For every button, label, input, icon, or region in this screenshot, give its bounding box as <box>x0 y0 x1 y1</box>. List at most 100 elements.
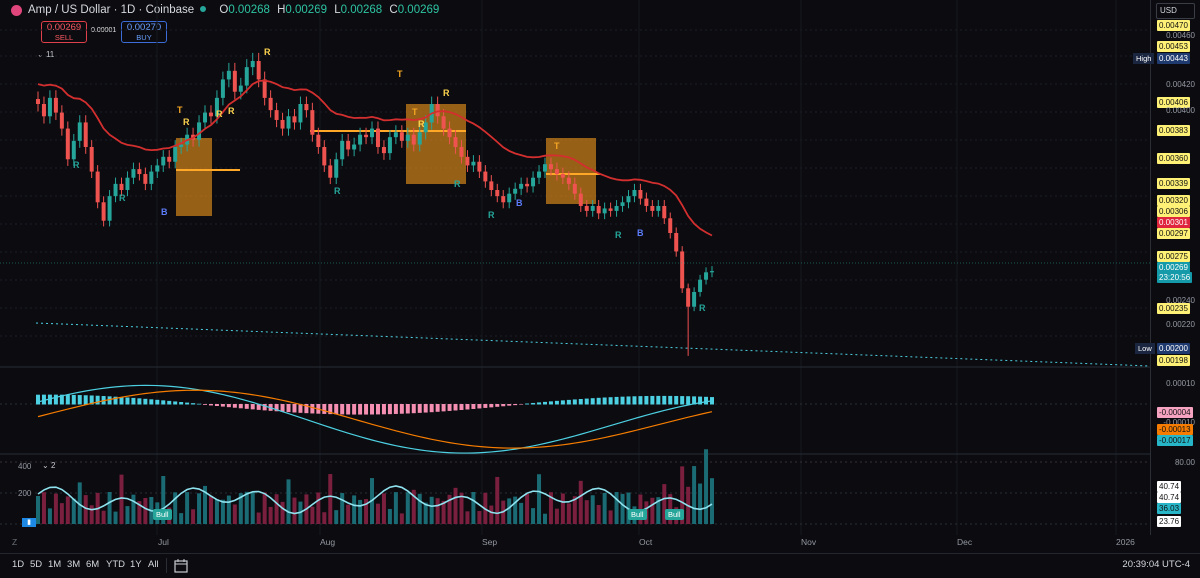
macd-histogram-bar <box>662 395 667 405</box>
volume-bar <box>465 511 470 524</box>
candle-body <box>340 140 345 160</box>
macd-histogram-bar <box>501 404 506 407</box>
symbol-name[interactable]: Amp / US Dollar · 1D · Coinbase <box>28 4 195 16</box>
ohlc-values: O0.00268 H0.00269 L0.00268 C0.00269 <box>215 4 439 16</box>
range-1d-button[interactable]: 1D <box>12 559 25 570</box>
candle-body <box>149 171 154 184</box>
macd-histogram-bar <box>572 399 577 405</box>
macd-histogram-bar <box>680 396 685 405</box>
time-label: Jul <box>158 537 169 547</box>
macd-histogram-bar <box>381 404 386 415</box>
candle-body <box>286 116 291 129</box>
price-tag: 0.00470 <box>1157 20 1190 31</box>
pane-indicator-toggle[interactable]: ⌄ 2 <box>42 461 55 470</box>
volume-bar <box>387 508 392 524</box>
candle-body <box>584 205 589 211</box>
bull-label: Bull <box>628 509 647 520</box>
macd-histogram-bar <box>179 402 184 405</box>
indicators-toggle[interactable]: ⌄ 11 <box>37 50 54 59</box>
moving-average-line <box>37 79 713 237</box>
range-ytd-button[interactable]: YTD <box>106 559 125 570</box>
chevron-down-icon: ⌄ <box>37 50 44 59</box>
candle-body <box>495 190 500 197</box>
range-6m-button[interactable]: 6M <box>86 559 100 570</box>
signal-b: B <box>161 207 168 217</box>
time-axis[interactable]: Z Jul Aug Sep Oct Nov Dec 2026 <box>0 534 1150 552</box>
volume-bar <box>316 492 321 524</box>
high-price-tag: 0.00443 <box>1157 53 1190 64</box>
macd-histogram-bar <box>686 396 691 405</box>
macd-histogram-bar <box>352 404 357 415</box>
macd-histogram-bar <box>513 404 518 406</box>
volume-bar <box>554 508 559 524</box>
candle-body <box>358 134 363 145</box>
volume-scale-label: 400 <box>18 462 32 471</box>
candle-body <box>268 97 273 111</box>
range-1m-button[interactable]: 1M <box>48 559 62 570</box>
volume-bar <box>489 505 494 524</box>
price-axis[interactable]: USD 0.00470 0.00460 0.00453 High 0.00443… <box>1133 0 1200 535</box>
candle-body <box>650 205 655 211</box>
candle-body <box>95 171 100 203</box>
signal-r: R <box>216 109 223 119</box>
price-tag: 0.00406 <box>1157 97 1190 108</box>
range-all-button[interactable]: All <box>148 559 159 570</box>
chart-header: Amp / US Dollar · 1D · Coinbase O0.00268… <box>0 0 1150 59</box>
price-tag: 0.00360 <box>1157 153 1190 164</box>
macd-histogram-bar <box>214 404 219 407</box>
clock-timezone[interactable]: 20:39:04 UTC-4 <box>1122 559 1190 570</box>
volume-bar <box>352 495 357 524</box>
candle-body <box>381 147 386 154</box>
range-5d-button[interactable]: 5D <box>30 559 43 570</box>
candle-body <box>620 202 625 206</box>
timezone-z: Z <box>12 537 18 547</box>
candle-body <box>537 171 542 178</box>
range-1y-button[interactable]: 1Y <box>130 559 142 570</box>
candle-body <box>280 119 285 129</box>
candle-body <box>232 70 237 92</box>
macd-histogram-bar <box>71 394 76 405</box>
buy-button[interactable]: 0.00270 BUY <box>121 21 167 43</box>
candle-body <box>423 122 428 133</box>
volume-bar <box>560 493 565 524</box>
rsi-tag: 23.76 <box>1157 516 1182 527</box>
macd-histogram-bar <box>620 396 625 405</box>
price-chart[interactable] <box>0 0 1150 535</box>
price-tag: 0.00235 <box>1157 303 1190 314</box>
range-3m-button[interactable]: 3M <box>67 559 81 570</box>
macd-histogram-bar <box>107 396 112 405</box>
volume-bar <box>143 497 148 524</box>
macd-histogram-bar <box>65 394 70 405</box>
volume-bar <box>280 501 285 524</box>
macd-histogram-bar <box>286 404 291 413</box>
candle-body <box>608 208 613 211</box>
candle-body <box>41 104 46 117</box>
volume-bar <box>256 512 261 524</box>
signal-r: R <box>443 88 450 98</box>
candle-body <box>459 147 464 157</box>
candle-body <box>131 169 136 178</box>
volume-bar <box>513 496 518 524</box>
candle-body <box>566 177 571 184</box>
low-price-tag: 0.00200 <box>1157 343 1190 354</box>
volume-bar <box>214 499 219 524</box>
macd-histogram-bar <box>495 404 500 407</box>
macd-histogram-bar <box>334 404 339 415</box>
currency-selector[interactable]: USD <box>1156 3 1195 19</box>
macd-histogram-bar <box>644 396 649 405</box>
candle-body <box>393 132 398 138</box>
volume-scale-label: 200 <box>18 489 32 498</box>
pane-indicator-count: 2 <box>50 461 56 470</box>
macd-histogram-bar <box>417 404 422 413</box>
calendar-icon[interactable] <box>174 559 188 573</box>
symbol-title[interactable]: Amp / US Dollar · 1D · Coinbase O0.00268… <box>28 4 439 16</box>
volume-bar <box>131 494 136 524</box>
volume-bar <box>274 494 279 524</box>
macd-histogram-bar <box>578 398 583 405</box>
candle-body <box>632 190 637 197</box>
macd-histogram-bar <box>375 404 380 415</box>
candle-body <box>411 134 416 145</box>
sell-button[interactable]: 0.00269 SELL <box>41 21 87 43</box>
signal-r: R <box>454 179 461 189</box>
macd-histogram-bar <box>280 404 285 412</box>
